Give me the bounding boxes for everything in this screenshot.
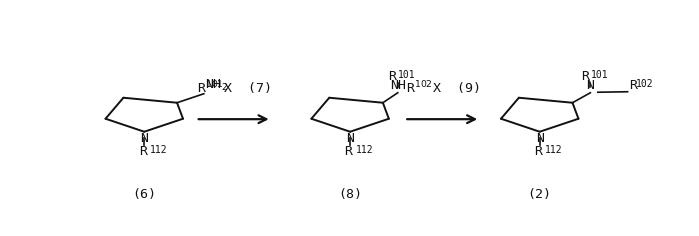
Text: R$^{102}$X  (9): R$^{102}$X (9) [405,80,479,97]
Text: R: R [534,145,542,158]
Text: (2): (2) [528,188,552,201]
Text: N: N [140,132,148,145]
Text: (6): (6) [132,188,157,201]
Text: N: N [535,132,544,145]
Text: 101: 101 [398,70,415,80]
Text: NH: NH [390,79,406,92]
Text: R$^{101}$X  (7): R$^{101}$X (7) [197,80,271,97]
Text: N: N [586,79,594,92]
Text: 101: 101 [591,70,608,80]
Text: NH$_2$: NH$_2$ [206,78,229,93]
Text: 112: 112 [150,145,167,155]
Text: R: R [345,145,352,158]
Text: (8): (8) [338,188,362,201]
Text: R: R [581,70,589,83]
Text: 112: 112 [356,145,373,155]
Text: N: N [346,132,354,145]
Text: R: R [388,70,396,83]
Text: R: R [629,79,637,92]
Text: R: R [139,145,147,158]
Text: 112: 112 [545,145,563,155]
Text: 102: 102 [635,79,654,89]
